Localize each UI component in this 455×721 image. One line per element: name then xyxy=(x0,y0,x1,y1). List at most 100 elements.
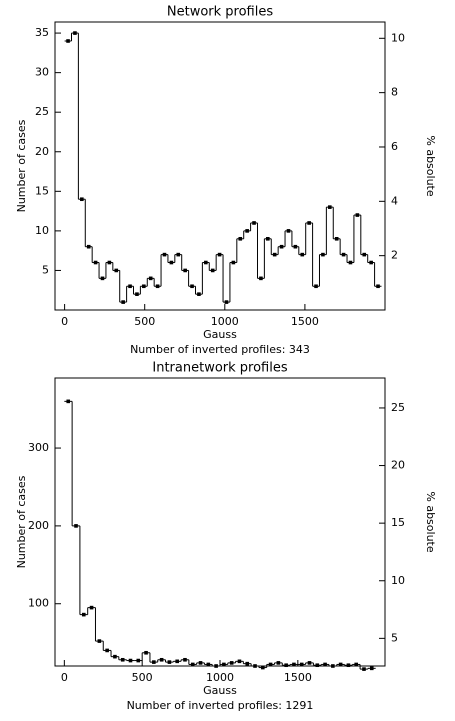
point xyxy=(328,205,332,209)
point xyxy=(73,31,77,35)
point xyxy=(214,664,218,668)
point xyxy=(268,662,273,667)
y-tick-label: 200 xyxy=(28,519,49,532)
y2-tick-label: 25 xyxy=(391,401,405,414)
point xyxy=(376,284,380,289)
point xyxy=(128,284,132,289)
point xyxy=(198,661,203,665)
point xyxy=(190,284,194,289)
point xyxy=(245,229,249,233)
y-tick-label: 15 xyxy=(35,184,49,197)
point xyxy=(300,252,305,257)
y2-tick-label: 5 xyxy=(391,631,398,644)
point xyxy=(148,276,153,281)
y2-axis-label: % absolute xyxy=(424,491,437,552)
y2-tick-label: 8 xyxy=(391,86,398,99)
point xyxy=(66,39,70,43)
point xyxy=(89,605,94,610)
point xyxy=(323,662,327,667)
point xyxy=(183,268,187,273)
point xyxy=(107,260,112,265)
point xyxy=(222,662,226,667)
point xyxy=(369,260,373,265)
y-axis-label: Number of cases xyxy=(15,475,28,568)
y-axis-label: Number of cases xyxy=(15,119,28,212)
point xyxy=(238,236,243,241)
chart-title: Network profiles xyxy=(167,5,273,20)
x-axis-label: Gauss xyxy=(203,684,237,697)
point xyxy=(348,260,353,265)
point xyxy=(321,252,325,257)
point xyxy=(190,662,195,667)
point xyxy=(204,260,208,265)
point xyxy=(355,213,360,217)
point xyxy=(346,663,351,668)
annotation: Number of inverted profiles: 343 xyxy=(130,343,310,356)
x-tick-label: 0 xyxy=(61,315,68,328)
point xyxy=(252,221,256,225)
chart-title: Intranetwork profiles xyxy=(152,361,287,376)
plot-frame xyxy=(54,377,386,667)
y2-tick-label: 4 xyxy=(391,194,398,207)
point xyxy=(284,663,288,668)
point xyxy=(331,664,335,668)
point xyxy=(229,661,234,665)
point xyxy=(128,658,133,663)
point xyxy=(217,252,222,257)
point xyxy=(100,276,105,281)
point xyxy=(176,252,181,257)
point xyxy=(369,666,374,671)
plot-frame xyxy=(54,21,386,311)
point xyxy=(80,197,84,202)
point xyxy=(169,260,174,265)
x-tick-label: 1500 xyxy=(291,315,319,328)
point xyxy=(272,252,277,257)
point xyxy=(261,665,265,670)
y-tick-label: 20 xyxy=(35,145,49,158)
point xyxy=(307,661,312,665)
point xyxy=(266,236,270,241)
point xyxy=(334,236,339,241)
point xyxy=(197,292,201,296)
point xyxy=(299,662,304,667)
annotation: Number of inverted profiles: 1291 xyxy=(127,699,314,712)
point xyxy=(159,657,164,662)
point xyxy=(314,284,318,289)
point xyxy=(245,661,250,666)
y2-tick-label: 15 xyxy=(391,516,405,529)
y2-tick-label: 20 xyxy=(391,459,405,472)
point xyxy=(253,664,257,668)
point xyxy=(206,662,211,667)
point xyxy=(113,654,117,659)
point xyxy=(121,300,125,304)
y-tick-label: 25 xyxy=(35,105,49,118)
point xyxy=(162,252,167,257)
point xyxy=(259,276,263,281)
x-tick-label: 1000 xyxy=(206,671,234,684)
point xyxy=(167,660,172,664)
point xyxy=(135,292,139,296)
y-tick-label: 300 xyxy=(28,441,49,454)
x-tick-label: 1500 xyxy=(284,671,312,684)
y2-axis-label: % absolute xyxy=(424,135,437,196)
point xyxy=(341,252,346,257)
point xyxy=(144,650,148,655)
point xyxy=(183,657,187,662)
point xyxy=(136,658,141,663)
point xyxy=(315,663,320,668)
x-tick-label: 500 xyxy=(132,671,153,684)
point xyxy=(279,244,284,249)
y-tick-label: 100 xyxy=(28,597,49,610)
y-tick-label: 10 xyxy=(35,224,49,237)
point xyxy=(237,659,242,664)
point xyxy=(155,284,160,289)
point xyxy=(231,260,236,265)
point xyxy=(74,524,78,528)
point xyxy=(276,661,281,665)
point xyxy=(175,659,179,664)
point xyxy=(292,662,296,667)
point xyxy=(152,660,156,664)
y-tick-label: 5 xyxy=(42,263,49,276)
point xyxy=(120,657,125,662)
point xyxy=(293,244,298,249)
